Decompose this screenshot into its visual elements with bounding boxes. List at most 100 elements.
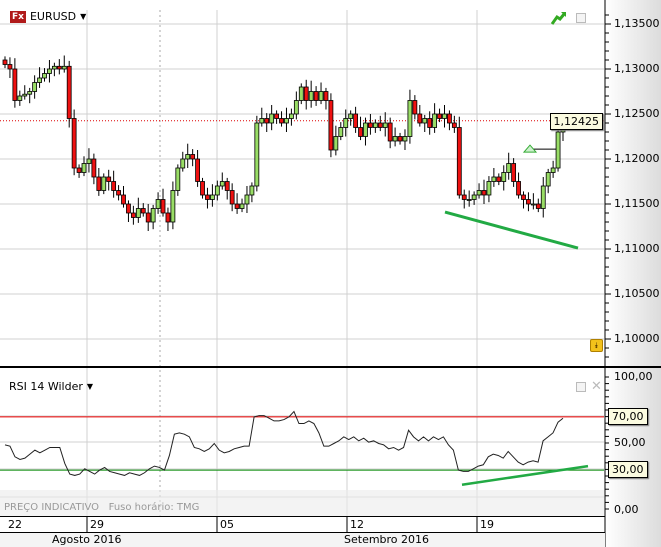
axis-background	[605, 0, 661, 547]
candle-up	[407, 100, 413, 137]
candle-up	[32, 82, 38, 92]
candle-down	[234, 203, 240, 209]
date-axis: 22 29 05 12 19	[0, 516, 605, 533]
restore-pane-icon[interactable]	[576, 13, 586, 23]
candle-down	[264, 118, 270, 124]
candle-up	[432, 113, 438, 128]
candle-down	[121, 194, 126, 205]
date-label: 29	[90, 518, 104, 531]
date-label: 22	[8, 518, 22, 531]
candle-down	[66, 65, 72, 119]
candle-down	[229, 190, 235, 205]
candle-up	[338, 127, 344, 137]
month-axis: Agosto 2016 Setembro 2016	[0, 533, 605, 547]
candle-up	[550, 167, 556, 173]
candle-up	[402, 136, 408, 142]
candle-up	[348, 113, 354, 119]
candle-down	[200, 181, 205, 196]
candle-down	[195, 158, 200, 182]
candle-up	[37, 77, 42, 83]
candle-up	[101, 176, 107, 191]
footer-note: PREÇO INDICATIVO Fuso horário: TMG	[4, 502, 199, 513]
candle-up	[42, 73, 47, 79]
candle-up	[51, 65, 57, 70]
date-label: 05	[220, 518, 234, 531]
candle-up	[442, 113, 447, 119]
candle-down	[126, 203, 131, 214]
candle-down	[397, 136, 403, 142]
candle-up	[81, 163, 87, 173]
candle-down	[71, 118, 77, 169]
scroll-down-button[interactable]: ⯯	[590, 339, 603, 352]
candle-down	[461, 194, 467, 200]
candle-up	[318, 91, 324, 101]
candle-down	[12, 68, 18, 101]
rsi-tick: 0,00	[614, 503, 639, 516]
candle-up	[476, 190, 482, 196]
restore-pane-icon[interactable]	[576, 382, 586, 392]
candle-down	[130, 212, 136, 218]
symbol-name: EURUSD	[29, 10, 77, 23]
oversold-tag: 30,00	[608, 461, 648, 478]
candle-down	[417, 113, 423, 124]
month-label: Agosto 2016	[52, 533, 122, 546]
candle-down	[481, 190, 487, 196]
candle-down	[91, 158, 97, 178]
price-tick-label: 1,10000	[614, 332, 660, 345]
candle-down	[145, 212, 151, 223]
candle-up	[333, 136, 339, 151]
candle-up	[545, 172, 551, 187]
candle-up	[254, 122, 260, 187]
candle-up	[471, 194, 477, 200]
candle-up	[61, 65, 67, 70]
candle-up	[530, 203, 536, 206]
candle-down	[377, 122, 383, 128]
footer-band	[0, 490, 604, 516]
candle-up	[284, 118, 289, 124]
candle-up	[219, 181, 225, 187]
candle-up	[491, 176, 497, 182]
trend-arrow-icon[interactable]	[551, 11, 567, 25]
candle-down	[111, 181, 117, 191]
indicator-selector[interactable]: RSI 14 Wilder ▼	[9, 380, 93, 393]
overbought-tag: 70,00	[608, 408, 648, 425]
candle-up	[392, 136, 398, 142]
fx-icon: Fx	[10, 10, 26, 23]
candle-up	[293, 100, 299, 115]
candle-up	[170, 190, 176, 223]
candle-up	[209, 194, 215, 200]
rsi-tick: 100,00	[614, 370, 653, 383]
price-tick-label: 1,13500	[614, 17, 660, 30]
candle-down	[412, 100, 418, 115]
candle-down	[447, 113, 452, 124]
candle-up	[239, 203, 245, 209]
candle-up	[466, 199, 472, 201]
timezone-note: Fuso horário: TMG	[108, 502, 200, 513]
price-tick-label: 1,12000	[614, 152, 660, 165]
current-price-tag: 1,12425	[549, 113, 603, 130]
candle-down	[328, 100, 334, 151]
candle-down	[190, 154, 196, 160]
candle-up	[47, 68, 52, 74]
date-label: 12	[350, 518, 364, 531]
candle-down	[116, 190, 121, 196]
candle-up	[289, 113, 294, 119]
candle-down	[160, 199, 166, 214]
candle-down	[368, 122, 373, 128]
candle-down	[2, 59, 8, 65]
date-label: 19	[480, 518, 494, 531]
candle-up	[249, 185, 255, 196]
candle-up	[363, 122, 368, 137]
candle-down	[76, 167, 82, 173]
candle-up	[343, 118, 349, 128]
candle-up	[422, 118, 428, 124]
symbol-selector[interactable]: Fx EURUSD ▼	[10, 10, 86, 23]
candle-up	[540, 185, 546, 209]
candle-up	[175, 167, 181, 191]
candle-up	[269, 113, 275, 124]
candle-down	[521, 194, 526, 200]
close-pane-icon[interactable]: ✕	[591, 379, 602, 394]
candle-down	[274, 113, 279, 119]
candle-up	[22, 93, 28, 97]
